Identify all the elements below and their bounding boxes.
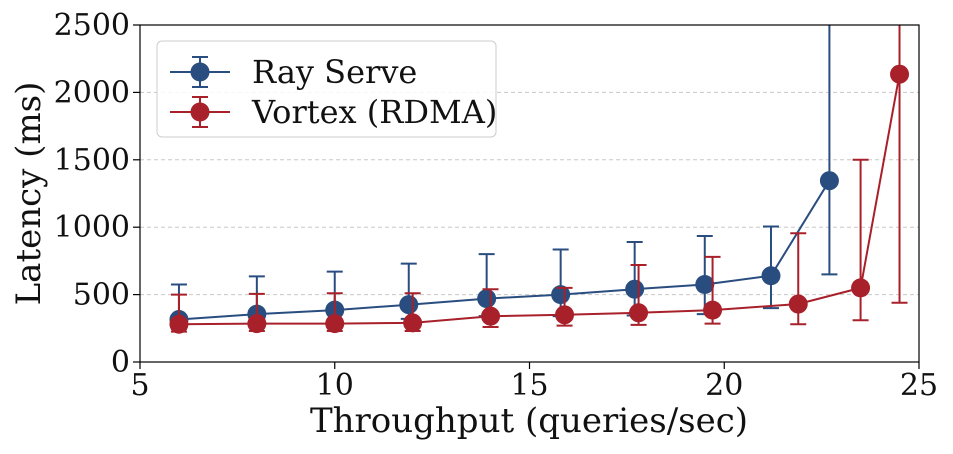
x-tick-label: 25	[900, 368, 938, 403]
legend-entry: Vortex (RDMA)	[170, 93, 497, 131]
data-point	[761, 266, 781, 286]
data-point	[629, 303, 649, 323]
x-tick-label: 5	[130, 368, 149, 403]
series-0	[169, 25, 839, 330]
x-tick-label: 15	[510, 368, 548, 403]
y-tick-label: 1500	[54, 143, 130, 178]
data-point	[477, 289, 497, 309]
y-tick-label: 2000	[54, 75, 130, 110]
data-point	[555, 305, 575, 325]
data-point	[890, 64, 910, 84]
y-tick-label: 2500	[54, 8, 130, 43]
data-point	[625, 279, 645, 299]
data-point	[403, 313, 423, 333]
data-point	[481, 306, 501, 326]
data-point	[325, 314, 345, 334]
x-tick-label: 10	[316, 368, 354, 403]
data-point	[703, 300, 723, 320]
legend-label: Vortex (RDMA)	[251, 93, 497, 131]
series-line	[178, 180, 831, 321]
legend-marker	[190, 62, 210, 82]
data-point	[399, 295, 419, 315]
legend-entry: Ray Serve	[170, 53, 417, 91]
y-tick-label: 500	[73, 278, 130, 313]
legend-label: Ray Serve	[252, 53, 417, 91]
series-layer	[169, 25, 910, 334]
y-axis-label: Latency (ms)	[9, 82, 49, 306]
data-point	[851, 278, 871, 298]
data-point	[695, 274, 715, 294]
data-point	[819, 171, 839, 191]
series-1	[169, 25, 910, 334]
legend-box	[156, 40, 497, 138]
data-point	[788, 294, 808, 314]
axes: 0 500 1000 1500 2000 2500 5 10 15 20 25	[54, 8, 938, 403]
data-point	[247, 314, 267, 334]
data-point	[169, 314, 189, 334]
x-axis-label: Throughput (queries/sec)	[310, 401, 748, 441]
y-tick-label: 0	[111, 345, 130, 380]
x-tick-label: 20	[705, 368, 743, 403]
legend-marker	[190, 102, 210, 122]
y-tick-label: 1000	[54, 210, 130, 245]
